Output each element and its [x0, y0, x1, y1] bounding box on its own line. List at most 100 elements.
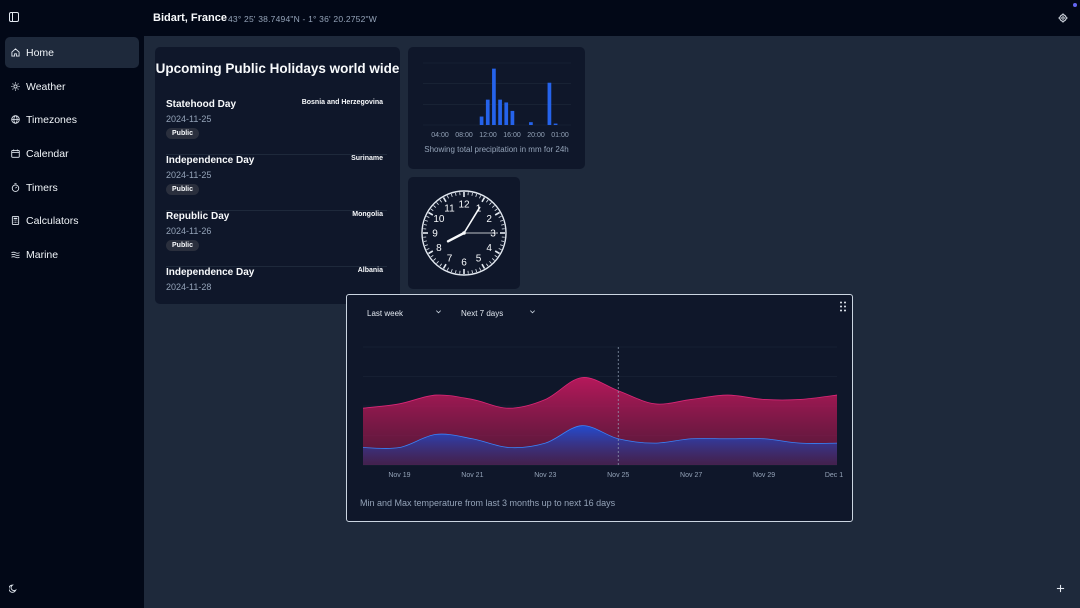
add-widget-plus-icon[interactable]	[1055, 583, 1066, 594]
temp-max-line	[362, 377, 838, 409]
temperature-tick-label: Nov 23	[534, 472, 557, 479]
clock-tick	[501, 224, 505, 226]
temperature-tick-label: Nov 29	[752, 472, 776, 479]
sidebar-item-weather[interactable]: Weather	[5, 71, 139, 102]
holidays-card: Upcoming Public Holidays world wide Stat…	[155, 47, 400, 304]
clock-tick	[491, 205, 495, 208]
sidebar-item-label: Weather	[26, 80, 66, 93]
clock-number: 5	[476, 254, 482, 265]
temperature-tick-label: Nov 25	[607, 472, 630, 479]
holiday-name: Independence Day	[166, 155, 255, 166]
temperature-card: Last week Next 7 days Nov 19 Nov 21 Nov 23…	[346, 294, 853, 522]
precipitation-bar	[504, 102, 509, 125]
range-select[interactable]: Last week	[367, 305, 445, 321]
location-coordinates: 43° 25' 38.7494"N - 1° 36' 20.2752"W	[228, 14, 377, 24]
holiday-country: Suriname	[351, 155, 383, 162]
clock-tick	[481, 197, 486, 203]
temperature-chart	[362, 346, 838, 466]
clock-card: 121234567891011	[408, 177, 520, 289]
clock-tick	[500, 244, 504, 247]
clock-center	[462, 231, 466, 235]
holiday-date: 2024-11-28	[166, 282, 212, 292]
clock-hour-hand	[446, 231, 466, 243]
holidays-title: Upcoming Public Holidays world wide	[155, 61, 400, 76]
temp-min-line	[362, 425, 838, 449]
clock-number: 4	[486, 243, 492, 254]
chevron-down-icon	[530, 310, 535, 314]
clock-number: 6	[461, 258, 467, 269]
precipitation-bar	[510, 110, 515, 125]
holiday-item: Independence Day Albania 2024-11-28	[166, 267, 387, 323]
clock-number: 9	[432, 229, 438, 240]
clock-tick	[450, 269, 453, 273]
precipitation-caption: Showing total precipitation in mm for 24…	[424, 145, 569, 154]
clock-tick	[494, 255, 498, 258]
settings-gear-icon[interactable]	[1058, 13, 1068, 23]
clock-tick	[430, 255, 434, 258]
clock-number: 10	[433, 214, 445, 225]
sidebar-toggle-icon[interactable]	[8, 11, 20, 23]
temperature-tick-label: Dec 1	[824, 472, 844, 479]
precipitation-tick-label: 01:00	[551, 132, 569, 139]
holiday-type-badge: Public	[166, 240, 200, 251]
clock-tick	[481, 263, 486, 269]
clock-tick	[501, 240, 505, 242]
sidebar-item-marine[interactable]: Marine	[5, 239, 139, 270]
clock-tick	[455, 270, 457, 274]
forecast-select[interactable]: Next 7 days	[461, 305, 541, 321]
clock-number: 2	[486, 214, 492, 225]
clock-tick	[436, 260, 439, 264]
clock-number: 12	[458, 200, 470, 211]
clock-tick	[423, 224, 427, 226]
sidebar-item-label: Timezones	[26, 113, 77, 126]
clock-tick	[450, 193, 453, 197]
holiday-name: Republic Day	[166, 211, 230, 222]
temperature-tick-label: Nov 27	[680, 472, 703, 479]
clock-tick	[455, 192, 457, 196]
clock-tick	[433, 258, 437, 261]
temperature-tick-label: Nov 19	[388, 472, 411, 479]
temperature-caption: Min and Max temperature from last 3 mont…	[360, 498, 616, 508]
clock-tick	[475, 269, 478, 273]
location-name: Bidart, France	[153, 12, 227, 24]
clock-tick	[479, 267, 482, 271]
theme-toggle-moon-icon[interactable]	[8, 583, 18, 593]
drag-handle-icon[interactable]	[838, 300, 848, 312]
sidebar-item-timers[interactable]: Timers	[5, 172, 139, 203]
precipitation-bar	[498, 99, 502, 125]
clock-tick	[426, 248, 430, 251]
clock-tick	[446, 267, 449, 271]
temperature-tick-label: Nov 21	[461, 472, 484, 479]
clock-tick	[439, 263, 442, 267]
sidebar-item-calculators[interactable]: Calculators	[5, 205, 139, 236]
holiday-date: 2024-11-25	[166, 170, 212, 180]
clock-tick	[494, 208, 498, 211]
clock-tick	[426, 215, 430, 218]
clock-tick	[498, 248, 502, 251]
precipitation-chart	[423, 62, 571, 126]
sidebar-item-home[interactable]: Home	[5, 37, 139, 68]
holiday-item: Republic Day Mongolia 2024-11-26 Public	[166, 211, 387, 267]
clock-tick	[475, 193, 478, 197]
clock-tick	[486, 263, 489, 267]
analog-clock: 121234567891011	[421, 190, 507, 276]
clock-number: 3	[490, 229, 496, 240]
calendar-icon	[11, 149, 20, 158]
timer-icon	[11, 183, 20, 192]
sidebar-item-calendar[interactable]: Calendar	[5, 138, 139, 169]
sun-icon	[11, 82, 20, 91]
forecast-select-value: Next 7 days	[461, 308, 504, 318]
notification-dot	[1073, 3, 1077, 7]
clock-tick	[498, 215, 502, 218]
holiday-country: Bosnia and Herzegovina	[301, 99, 383, 106]
precipitation-bar	[529, 122, 533, 125]
precipitation-card: 04:00 08:00 12:00 16:00 20:00 01:00 Showing t…	[408, 47, 585, 169]
clock-tick	[428, 250, 434, 255]
clock-tick	[491, 258, 495, 261]
clock-tick	[500, 219, 504, 222]
clock-tick	[446, 195, 449, 199]
clock-tick	[424, 244, 428, 247]
holiday-item: Statehood Day Bosnia and Herzegovina 202…	[166, 99, 387, 155]
clock-tick	[433, 205, 437, 208]
sidebar-item-timezones[interactable]: Timezones	[5, 104, 139, 135]
